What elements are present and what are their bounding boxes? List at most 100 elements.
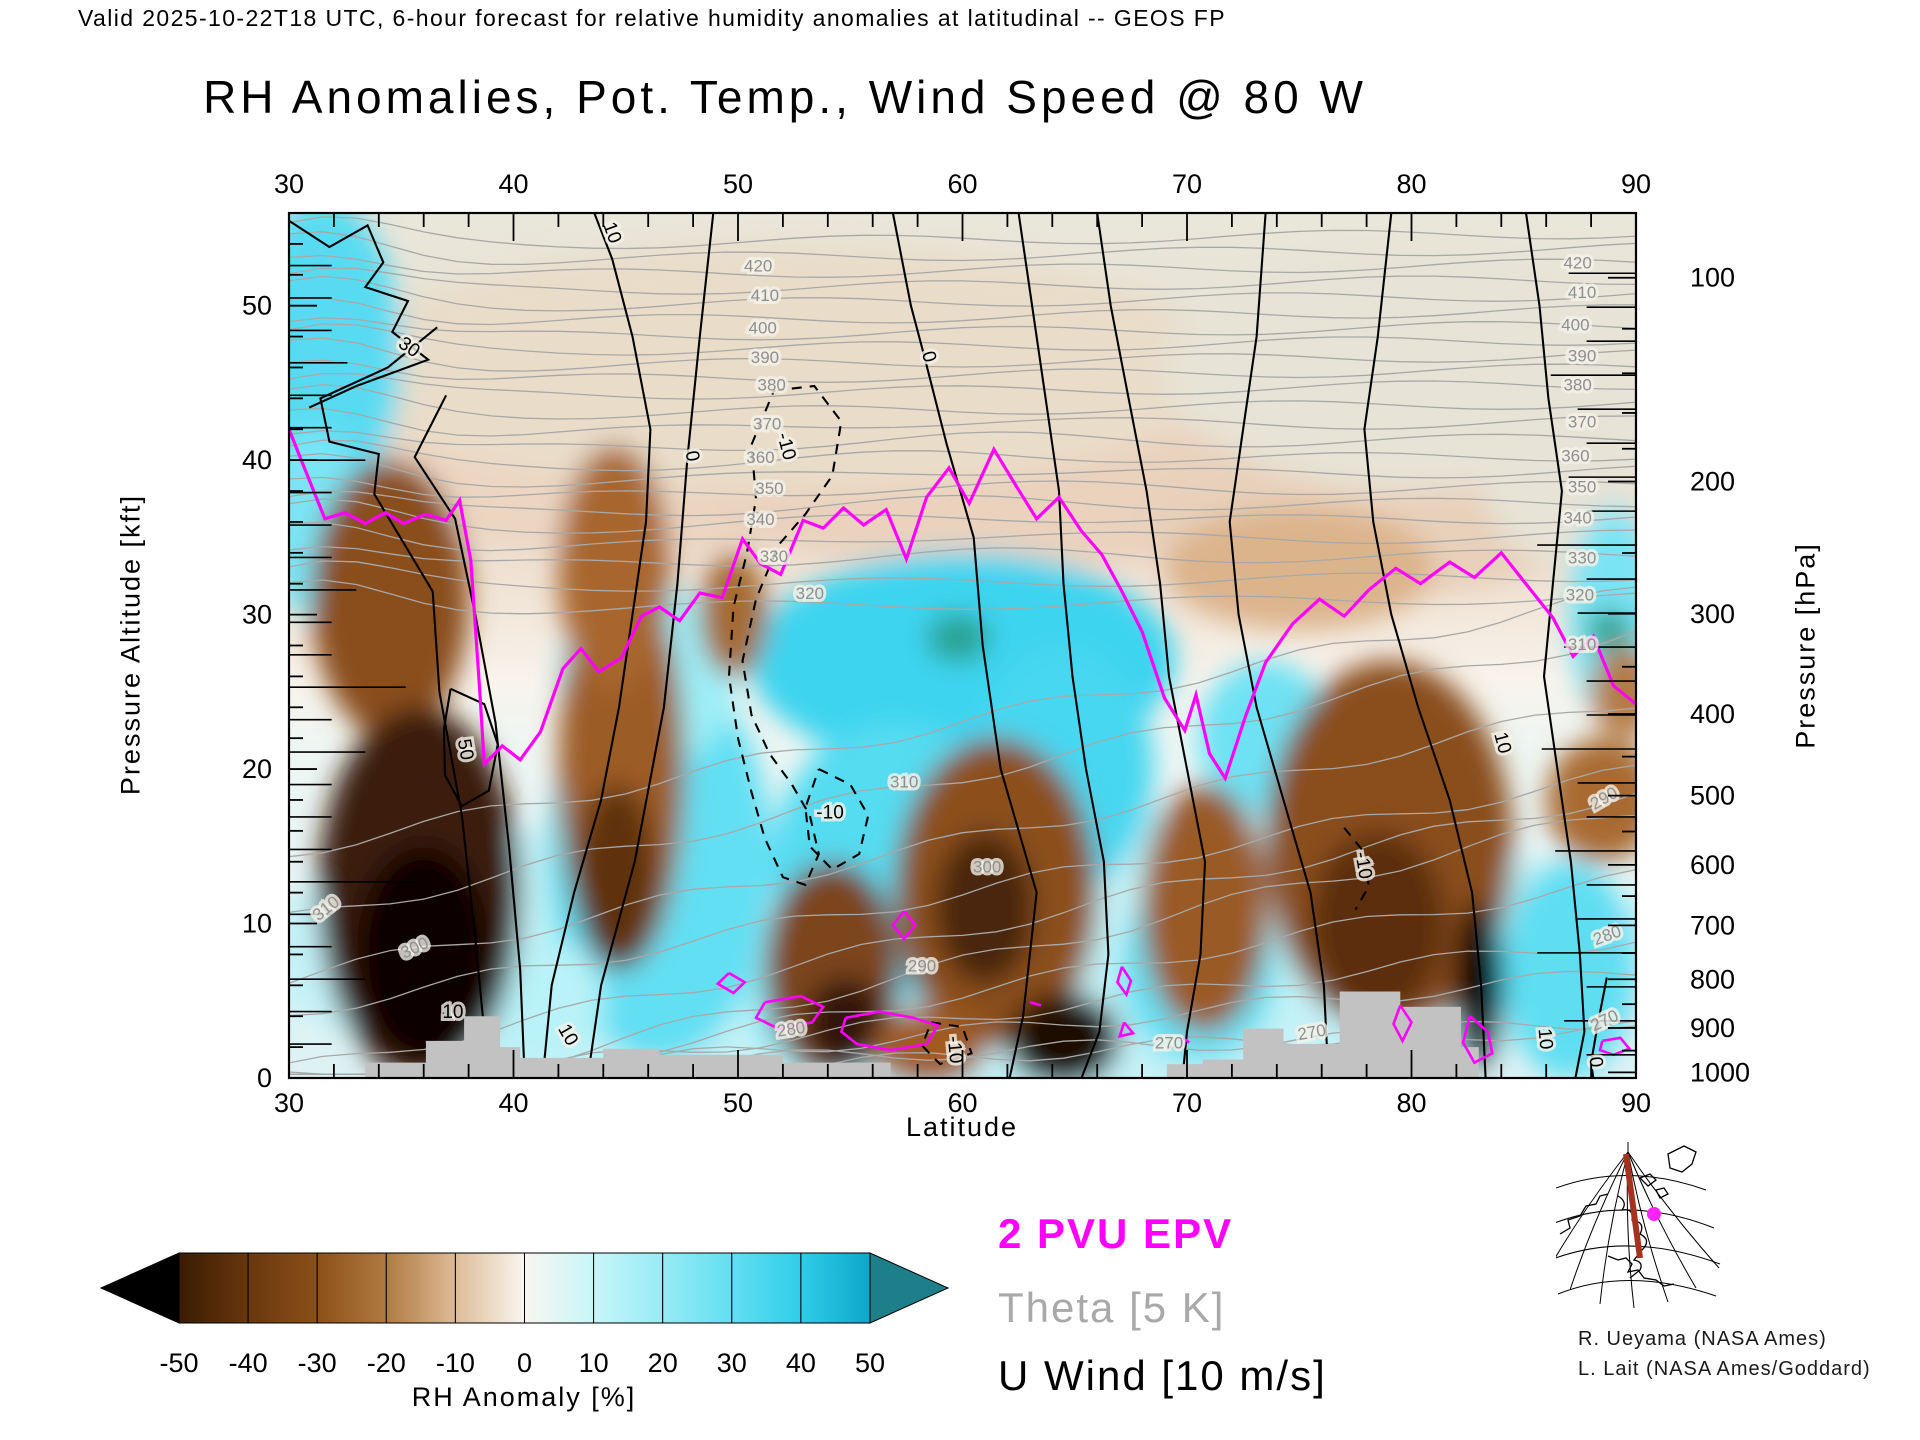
svg-text:80: 80 (1396, 169, 1426, 199)
map-parallel (1556, 1245, 1721, 1265)
svg-text:270: 270 (1155, 1034, 1183, 1053)
map-meridian (1627, 1151, 1720, 1269)
svg-text:40: 40 (498, 169, 528, 199)
legend-theta: Theta [5 K] (998, 1284, 1226, 1331)
svg-text:500: 500 (1690, 781, 1735, 811)
credit-line-2: L. Lait (NASA Ames/Goddard) (1578, 1358, 1871, 1380)
svg-text:50: 50 (855, 1348, 885, 1378)
map-parallel (1556, 1209, 1715, 1229)
svg-text:30: 30 (274, 1088, 304, 1118)
map-meridian (1627, 1151, 1697, 1289)
terrain-silhouette (289, 991, 1636, 1078)
svg-text:290: 290 (908, 956, 936, 975)
svg-text:50: 50 (242, 291, 272, 321)
map-greenland (1667, 1145, 1697, 1173)
svg-text:0: 0 (257, 1063, 272, 1093)
svg-text:30: 30 (242, 600, 272, 630)
colorbar: -50 -40 -30 -20 -10 0 10 20 30 40 50 (99, 1252, 950, 1378)
svg-text:360: 360 (746, 448, 774, 467)
svg-text:100: 100 (1690, 263, 1735, 293)
svg-text:380: 380 (1563, 376, 1591, 395)
inset-map (1556, 1142, 1721, 1309)
svg-text:-10: -10 (816, 803, 843, 824)
map-baffin (1638, 1173, 1657, 1187)
svg-text:-50: -50 (159, 1348, 198, 1378)
svg-text:-30: -30 (298, 1348, 337, 1378)
svg-text:420: 420 (1563, 254, 1591, 273)
map-location-marker (1647, 1207, 1661, 1221)
svg-text:340: 340 (1563, 508, 1591, 527)
axis-tick-labels: 3030404050506060707080809090010203040501… (242, 169, 1750, 1118)
map-cross-section-meridian (1623, 1153, 1643, 1259)
svg-text:410: 410 (751, 286, 779, 305)
svg-text:370: 370 (753, 414, 781, 433)
svg-text:280: 280 (776, 1018, 807, 1041)
svg-text:20: 20 (242, 754, 272, 784)
svg-text:330: 330 (1568, 549, 1596, 568)
svg-text:70: 70 (1172, 169, 1202, 199)
svg-text:360: 360 (1561, 447, 1589, 466)
svg-text:50: 50 (453, 737, 477, 761)
svg-text:410: 410 (1568, 283, 1596, 302)
svg-text:10: 10 (579, 1348, 609, 1378)
svg-text:200: 200 (1690, 466, 1735, 496)
rh-anomaly-field (289, 213, 1636, 1078)
svg-text:350: 350 (1568, 478, 1596, 497)
svg-text:20: 20 (648, 1348, 678, 1378)
svg-text:1000: 1000 (1690, 1057, 1750, 1087)
map-coast-hudson-east (1617, 1195, 1648, 1279)
map-island (1655, 1187, 1669, 1199)
svg-text:390: 390 (1568, 346, 1596, 365)
svg-text:-40: -40 (229, 1348, 268, 1378)
u-wind-contours (289, 213, 1608, 1078)
svg-text:90: 90 (1621, 169, 1651, 199)
svg-text:60: 60 (947, 1088, 977, 1118)
svg-text:70: 70 (1172, 1088, 1202, 1118)
tropopause-2pvu-line (289, 428, 1636, 1065)
map-meridian (1599, 1151, 1629, 1305)
svg-text:30: 30 (274, 169, 304, 199)
svg-text:0: 0 (517, 1348, 532, 1378)
colorbar-title: RH Anomaly [%] (411, 1382, 637, 1412)
svg-text:-20: -20 (367, 1348, 406, 1378)
svg-text:50: 50 (723, 1088, 753, 1118)
map-coast-west (1559, 1193, 1609, 1235)
svg-text:400: 400 (1690, 699, 1735, 729)
svg-text:420: 420 (744, 257, 772, 276)
svg-text:400: 400 (749, 318, 777, 337)
svg-text:30: 30 (717, 1348, 747, 1378)
svg-text:60: 60 (947, 169, 977, 199)
svg-text:50: 50 (723, 169, 753, 199)
credit-line-1: R. Ueyama (NASA Ames) (1578, 1328, 1827, 1350)
svg-text:10: 10 (242, 909, 272, 939)
svg-text:350: 350 (755, 479, 783, 498)
svg-text:300: 300 (1690, 599, 1735, 629)
svg-text:310: 310 (1568, 635, 1596, 654)
svg-text:40: 40 (498, 1088, 528, 1118)
map-meridian (1556, 1151, 1629, 1258)
svg-text:370: 370 (1568, 413, 1596, 432)
axes (287, 211, 1638, 1080)
svg-text:400: 400 (1561, 315, 1589, 334)
no-data-hatching (289, 264, 1636, 1056)
legend-2pvu-epv: 2 PVU EPV (998, 1210, 1234, 1257)
svg-text:0: 0 (1585, 1056, 1607, 1068)
svg-text:10: 10 (442, 1002, 463, 1023)
svg-text:320: 320 (1566, 586, 1594, 605)
svg-text:40: 40 (786, 1348, 816, 1378)
svg-text:900: 900 (1690, 1013, 1735, 1043)
map-coast-gulf-caribbean (1607, 1255, 1675, 1287)
svg-text:800: 800 (1690, 964, 1735, 994)
valid-time-line: Valid 2025-10-22T18 UTC, 6-hour forecast… (78, 5, 1226, 31)
page-title: RH Anomalies, Pot. Temp., Wind Speed @ 8… (203, 71, 1367, 123)
x-axis-title: Latitude (905, 1112, 1019, 1142)
svg-text:90: 90 (1621, 1088, 1651, 1118)
svg-text:340: 340 (746, 510, 774, 529)
svg-text:330: 330 (760, 547, 788, 566)
svg-text:300: 300 (973, 858, 1001, 877)
svg-text:320: 320 (796, 584, 824, 603)
legend-u-wind: U Wind [10 m/s] (998, 1352, 1327, 1399)
svg-text:600: 600 (1690, 850, 1735, 880)
